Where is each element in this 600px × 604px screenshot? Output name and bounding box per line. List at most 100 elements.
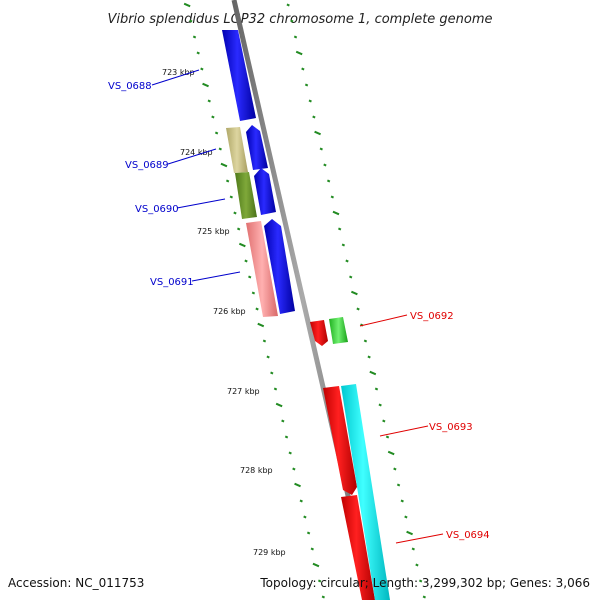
tick-mark <box>400 499 404 503</box>
tick-mark <box>237 227 241 231</box>
tick-mark <box>306 531 311 535</box>
cds-feature-vs0692[interactable] <box>310 320 328 346</box>
tick-mark <box>286 3 290 7</box>
kbp-label-723: 723 kbp <box>162 68 195 77</box>
feature-salmon <box>246 221 278 317</box>
tick-mark <box>295 50 303 56</box>
leader-vs0692 <box>359 314 408 327</box>
tick-mark <box>312 115 316 119</box>
kbp-label-729: 729 kbp <box>253 548 286 557</box>
tick-mark <box>211 115 215 119</box>
kbp-label-726: 726 kbp <box>213 307 246 316</box>
tick-mark <box>363 339 368 343</box>
leader-vs0693 <box>379 425 429 437</box>
tick-mark <box>257 322 265 328</box>
tick-track-left <box>183 2 325 599</box>
tick-mark <box>301 67 305 71</box>
tick-mark <box>281 419 285 423</box>
tick-mark <box>294 482 301 488</box>
tick-mark <box>304 83 309 87</box>
cds-feature-vs0694[interactable] <box>341 495 375 600</box>
tick-mark <box>308 99 312 103</box>
tick-mark <box>319 147 323 151</box>
leader-vs0694 <box>395 533 444 544</box>
tick-mark <box>338 227 342 231</box>
tick-mark <box>273 387 278 391</box>
tick-mark <box>310 547 314 551</box>
tick-mark <box>251 291 256 295</box>
tick-mark <box>345 259 349 263</box>
tick-mark <box>411 547 415 551</box>
tick-mark <box>293 35 298 39</box>
tick-mark <box>183 2 191 8</box>
tick-mark <box>244 259 248 263</box>
tick-mark <box>202 82 209 88</box>
tick-mark <box>387 450 395 456</box>
cds-feature-vs0690[interactable] <box>254 168 276 215</box>
gene-label-vs0690[interactable]: VS_0690 <box>135 204 179 215</box>
tick-mark <box>382 419 386 423</box>
tick-mark <box>299 499 303 503</box>
tick-mark <box>288 451 292 455</box>
tick-mark <box>262 339 267 343</box>
tick-mark <box>233 211 237 215</box>
tick-mark <box>225 179 230 183</box>
cds-feature-vs0693[interactable] <box>323 386 357 495</box>
tick-mark <box>350 290 358 296</box>
accession-text: Accession: NC_011753 <box>8 576 144 590</box>
gene-label-vs0693[interactable]: VS_0693 <box>429 422 473 433</box>
tick-mark <box>330 195 334 199</box>
tick-mark <box>218 147 222 151</box>
tick-mark <box>418 579 423 583</box>
tick-mark <box>266 355 270 359</box>
map-title: Vibrio splendidus LGP32 chromosome 1, co… <box>107 12 492 27</box>
tick-track-right <box>286 3 426 599</box>
tick-mark <box>207 99 211 103</box>
topology-text: Topology: circular; Length: 3,299,302 bp… <box>259 576 590 590</box>
tick-mark <box>422 595 426 599</box>
tick-mark <box>326 179 331 183</box>
tick-mark <box>196 51 200 55</box>
tick-mark <box>192 35 197 39</box>
gene-label-vs0694[interactable]: VS_0694 <box>446 530 490 541</box>
cds-feature-vs0691[interactable] <box>264 219 295 314</box>
tick-mark <box>255 307 259 311</box>
tick-mark <box>393 467 397 471</box>
tick-mark <box>303 515 307 519</box>
feature-khaki <box>226 127 248 173</box>
leader-vs0688 <box>151 69 200 86</box>
cds-feature-vs0688[interactable] <box>222 30 256 121</box>
tick-mark <box>415 563 419 567</box>
tick-mark <box>284 435 289 439</box>
feature-olive <box>235 172 257 219</box>
feature-green <box>329 317 348 344</box>
tick-mark <box>317 579 322 583</box>
gene-label-vs0691[interactable]: VS_0691 <box>150 277 194 288</box>
tick-mark <box>404 515 408 519</box>
tick-mark <box>189 19 193 23</box>
gene-label-vs0692[interactable]: VS_0692 <box>410 311 454 322</box>
tick-mark <box>229 195 233 199</box>
tick-mark <box>214 131 219 135</box>
kbp-label-727: 727 kbp <box>227 387 260 396</box>
tick-mark <box>290 19 294 23</box>
kbp-label-725: 725 kbp <box>197 227 230 236</box>
tick-mark <box>367 355 371 359</box>
tick-mark <box>312 562 320 568</box>
tick-mark <box>200 67 204 71</box>
tick-mark <box>275 402 283 408</box>
tick-mark <box>248 275 252 279</box>
tick-mark <box>385 435 390 439</box>
tick-mark <box>369 370 377 376</box>
gene-label-vs0688[interactable]: VS_0688 <box>108 81 152 92</box>
tick-mark <box>378 403 382 407</box>
feature-cyan <box>341 384 390 600</box>
tick-mark <box>396 483 401 487</box>
tick-mark <box>321 595 325 599</box>
tick-mark <box>270 371 274 375</box>
gene-label-vs0689[interactable]: VS_0689 <box>125 160 169 171</box>
tick-mark <box>292 467 296 471</box>
cds-feature-vs0689[interactable] <box>246 125 268 170</box>
